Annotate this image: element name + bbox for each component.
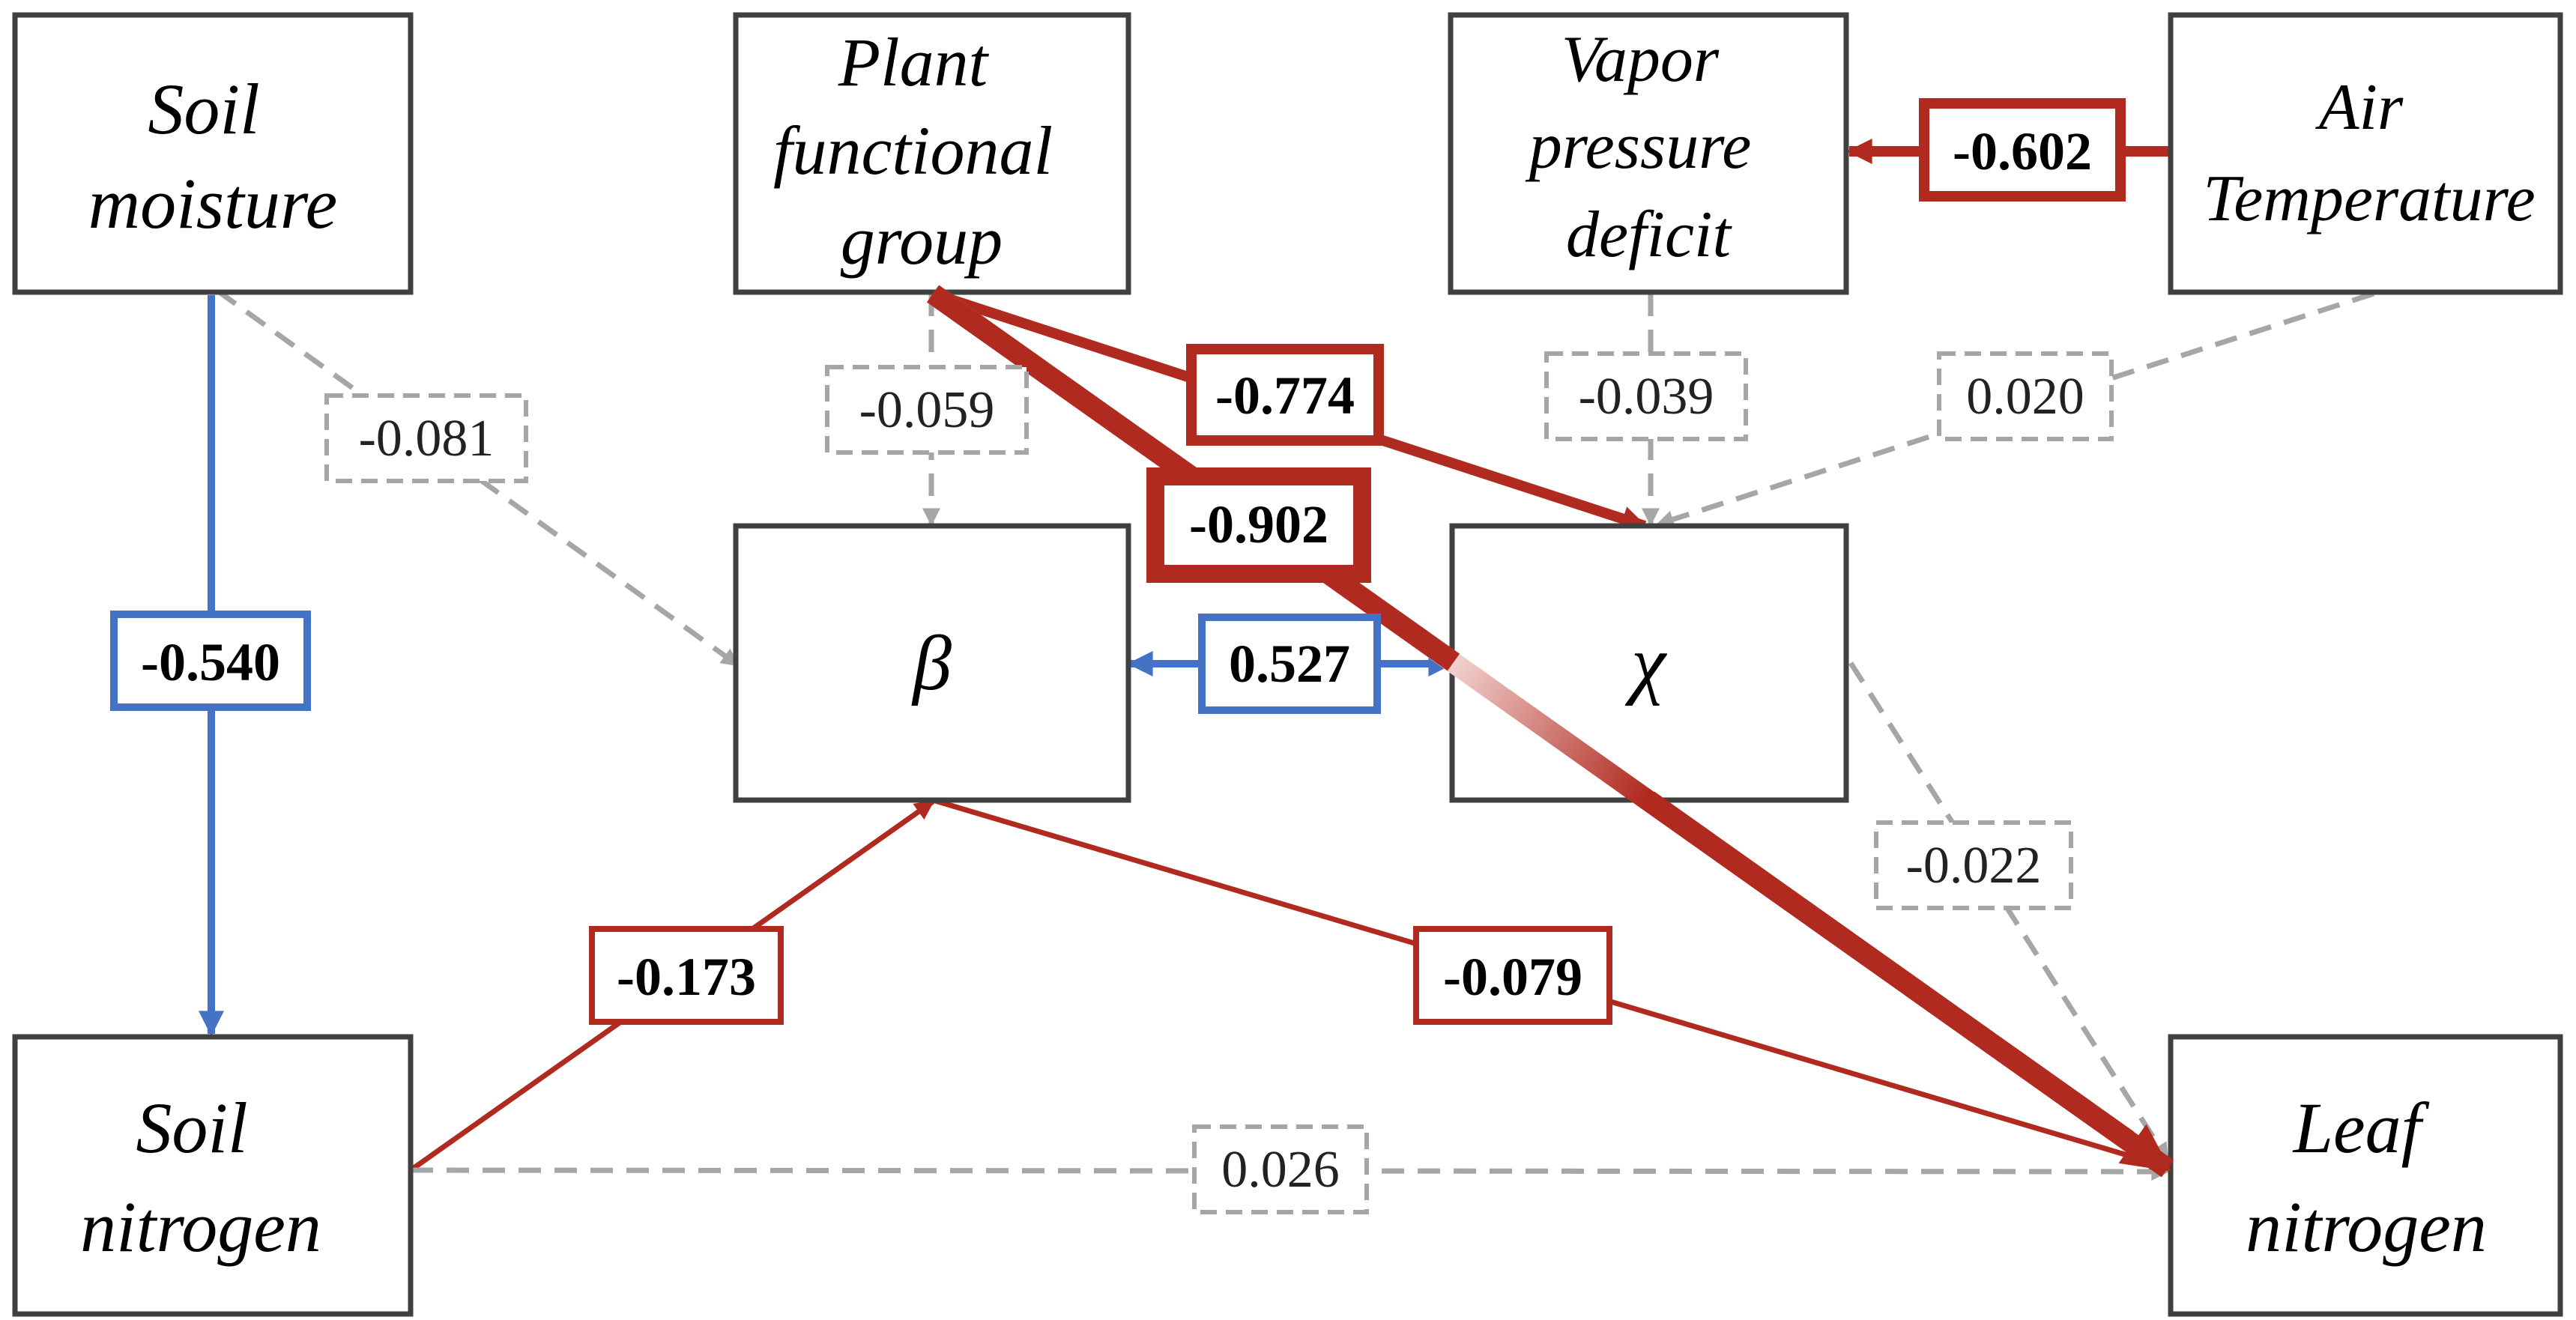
node-label-line: functional bbox=[773, 112, 1053, 189]
node-label-line: Soil bbox=[148, 69, 259, 149]
node-label-line: Leaf bbox=[2292, 1088, 2430, 1168]
node-label-line: nitrogen bbox=[80, 1187, 321, 1267]
svg-text:Vapor pressure def: Vapor pressure deficit bbox=[1525, 23, 1768, 271]
svg-text:-0.079: -0.079 bbox=[1443, 947, 1582, 1007]
coef-label-pfg-beta: -0.059 bbox=[825, 365, 1029, 455]
node-soil-nitrogen: Soil nitrogen bbox=[12, 1034, 414, 1317]
edge-chi-leafn bbox=[1848, 661, 2170, 1162]
svg-text:-0.602: -0.602 bbox=[1953, 121, 2092, 181]
svg-text:Soil nitrogen: Soil nitrogen bbox=[80, 1088, 321, 1267]
svg-text:-0.902: -0.902 bbox=[1189, 494, 1328, 554]
svg-text:-0.022: -0.022 bbox=[1906, 837, 2042, 894]
node-label-line: deficit bbox=[1566, 199, 1732, 271]
node-label-line: Vapor bbox=[1561, 23, 1720, 96]
node-label-line: nitrogen bbox=[2246, 1187, 2487, 1267]
coef-label-soilmoisture-soilnitrogen: -0.540 bbox=[110, 611, 311, 711]
node-label-line: Plant bbox=[838, 24, 990, 100]
coef-label-soilmoisture-beta: -0.081 bbox=[324, 393, 528, 483]
svg-text:-0.173: -0.173 bbox=[617, 947, 756, 1007]
coef-label-vpd-chi: -0.039 bbox=[1544, 351, 1748, 441]
node-label-line: Soil bbox=[136, 1088, 247, 1168]
node-vapor-pressure-deficit: Vapor pressure deficit bbox=[1448, 12, 1849, 295]
edge-pfg-leafn-lower bbox=[1642, 791, 2135, 1149]
svg-text:-0.774: -0.774 bbox=[1215, 366, 1355, 426]
node-beta: β bbox=[733, 523, 1131, 803]
svg-text:-0.540: -0.540 bbox=[141, 632, 280, 692]
coef-label-pfg-chi: -0.774 bbox=[1186, 344, 1384, 446]
svg-text:-0.081: -0.081 bbox=[359, 410, 495, 467]
node-label-line: Temperature bbox=[2203, 163, 2535, 235]
node-leaf-nitrogen: Leaf nitrogen bbox=[2168, 1034, 2563, 1317]
svg-text:Leaf nitrogen: Leaf nitrogen bbox=[2246, 1088, 2487, 1267]
node-label-line: χ bbox=[1624, 620, 1667, 706]
coef-label-beta-chi: 0.527 bbox=[1198, 614, 1381, 714]
coef-label-chi-leafn: -0.022 bbox=[1874, 820, 2073, 910]
svg-text:β: β bbox=[911, 620, 952, 706]
coef-label-soiln-beta: -0.173 bbox=[589, 926, 784, 1025]
coef-label-beta-leafn: -0.079 bbox=[1413, 926, 1612, 1025]
node-label-line: group bbox=[841, 202, 1003, 279]
node-label-line: β bbox=[911, 620, 952, 706]
node-soil-moisture: Soil moisture bbox=[12, 12, 414, 295]
svg-text:Soil moisture: Soil moisture bbox=[88, 69, 337, 243]
svg-text:-0.059: -0.059 bbox=[859, 381, 995, 439]
node-label-line: Air bbox=[2315, 71, 2404, 144]
svg-text:0.026: 0.026 bbox=[1221, 1141, 1340, 1199]
coef-label-pfg-leafn: -0.902 bbox=[1146, 467, 1371, 583]
svg-text:0.527: 0.527 bbox=[1229, 634, 1350, 694]
svg-text:χ: χ bbox=[1624, 620, 1667, 706]
node-air-temperature: Air Temperature bbox=[2168, 12, 2563, 295]
coef-label-airtemp-vpd: -0.602 bbox=[1919, 98, 2126, 202]
svg-text:Air Temperature: Air Temperature bbox=[2203, 71, 2535, 235]
svg-text:-0.039: -0.039 bbox=[1579, 368, 1714, 426]
svg-text:0.020: 0.020 bbox=[1966, 368, 2084, 426]
node-chi: χ bbox=[1449, 523, 1849, 803]
node-label-line: moisture bbox=[88, 163, 337, 243]
node-plant-functional-group: Plant functional group bbox=[733, 12, 1131, 295]
svg-text:Plant functional g: Plant functional group bbox=[773, 24, 1070, 279]
node-label-line: pressure bbox=[1525, 110, 1752, 183]
coef-label-airtemp-chi: 0.020 bbox=[1937, 351, 2114, 441]
coef-label-soiln-leafn: 0.026 bbox=[1192, 1124, 1369, 1214]
